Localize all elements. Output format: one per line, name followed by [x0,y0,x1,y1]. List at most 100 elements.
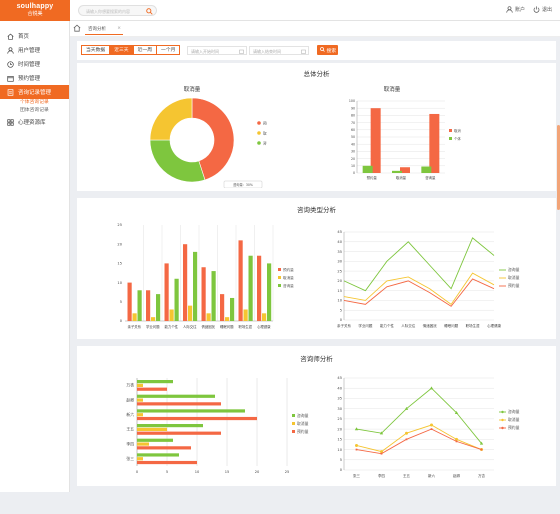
tab-analysis[interactable]: 咨询分析 × [85,23,123,35]
legend-label: 咨询量 [283,283,294,288]
sidebar-item-appointments[interactable]: 预约管理 [0,71,69,85]
bar [137,457,143,461]
legend-marker [292,414,295,417]
search-icon[interactable] [146,7,153,15]
y-tick-label: 10 [351,164,355,168]
data-point [430,428,433,431]
pie-slice [191,97,235,181]
y-tick-label: 30 [337,260,342,264]
data-point [404,406,409,410]
legend-label: 咨询量 [297,413,309,418]
bar [137,453,179,457]
bar [137,427,167,431]
account-label: 账户 [514,7,525,13]
series-line [343,237,495,292]
y-tick-label: 80 [351,114,355,118]
y-tick-label: 万杏 [126,383,134,388]
legend-label: 取消量 [297,421,309,426]
data-point [380,450,383,454]
sidebar-item-home[interactable]: 首页 [0,29,69,43]
x-tick-label: 睡眠问题 [444,323,458,328]
close-icon[interactable]: × [117,26,121,31]
range-today[interactable]: 当天数据 [82,46,111,54]
search-button-label: 搜索 [326,49,337,54]
bar [220,294,225,321]
x-tick-label: 心理健康 [487,323,501,328]
sidebar-item-label: 用户管理 [18,48,41,54]
pie-tooltip [223,180,263,188]
pie-slice [149,139,206,183]
search-input[interactable]: 请输入你想要搜索的内容 [78,5,157,16]
sidebar-item-resources[interactable]: 心理资源库 [0,115,69,129]
x-tick-label: 学业问题 [146,324,160,329]
range-three-days[interactable]: 近三天 [110,46,134,54]
sidebar-item-users[interactable]: 用户管理 [0,43,69,57]
end-date-input[interactable]: 请输入结束时间 [249,46,309,55]
y-tick-label: 25 [337,269,342,273]
scrollbar[interactable] [557,125,560,210]
y-tick-label: 30 [351,150,355,154]
x-tick-label: 职场生涯 [238,324,252,329]
x-tick-label: 人际交往 [183,324,197,329]
x-tick-label: 15 [225,470,230,474]
y-tick-label: 25 [117,223,122,227]
logo[interactable]: soulhappy 合锐美 [0,0,70,21]
top-bar: soulhappy 合锐美 请输入你想要搜索的内容 账户 退出 [0,0,560,21]
range-week[interactable]: 近一周 [134,46,158,54]
y-tick-label: 20 [117,242,122,246]
legend-marker [449,129,452,132]
y-tick-label: 15 [117,262,122,266]
bar [370,108,381,173]
legend-label: 咨询量 [508,267,520,272]
data-point [455,437,458,441]
bar [146,290,151,321]
type-bar-chart: 0 5 10 15 20 25 亲子关系 学业问题 能力个性 人际交往 情绪困扰 睡眠问题 职场生涯 心理… [117,223,294,329]
bar [188,305,193,321]
bar [248,255,253,321]
bar [262,313,267,321]
y-tick-label: 70 [351,121,355,125]
start-date-input[interactable]: 请输入开始时间 [187,46,247,55]
account-button[interactable]: 账户 [506,6,525,13]
y-tick-label: 0 [353,171,355,175]
y-tick-label: 10 [117,281,122,285]
search-button[interactable]: 搜索 [317,45,338,55]
bar [400,167,410,173]
counselor-title: 咨询师分析 [300,355,333,363]
sidebar-subitem-group[interactable]: 团体咨询记录 [20,108,49,113]
y-tick-label: 30 [337,407,342,411]
overall-bar-title: 取消量 [383,87,401,93]
sidebar-subitem-individual[interactable]: 个体咨询记录 [20,100,49,105]
y-tick-label: 0 [120,319,123,323]
y-tick-label: 15 [337,289,342,293]
x-tick-label: 情绪困扰 [201,324,215,329]
bar [156,294,161,321]
sidebar-item-records[interactable]: 咨询记录管理 [0,85,69,99]
document-icon [7,88,14,96]
data-point [405,438,408,441]
legend-marker-dot [501,426,504,430]
start-date-placeholder: 请输入开始时间 [191,48,219,54]
y-tick-label: 新六 [126,412,134,417]
y-tick-label: 45 [337,376,342,380]
logout-button[interactable]: 退出 [533,6,552,13]
home-icon[interactable] [73,24,81,32]
bar [429,113,440,173]
search-icon [320,47,325,52]
y-tick-label: 10 [337,299,342,303]
user-icon [7,46,14,54]
x-tick-label: 学业问题 [358,323,372,328]
bar [206,313,211,321]
range-month[interactable]: 一个月 [161,47,176,53]
bar [230,297,235,321]
bar [137,387,167,391]
bar [193,251,198,321]
legend-label: 取消量 [508,417,520,422]
data-point [405,431,408,435]
legend-marker [278,268,281,271]
x-tick-label: 李四 [378,473,386,478]
sidebar-item-time[interactable]: 时间管理 [0,57,69,71]
x-tick-label: 咨询量 [425,175,436,180]
